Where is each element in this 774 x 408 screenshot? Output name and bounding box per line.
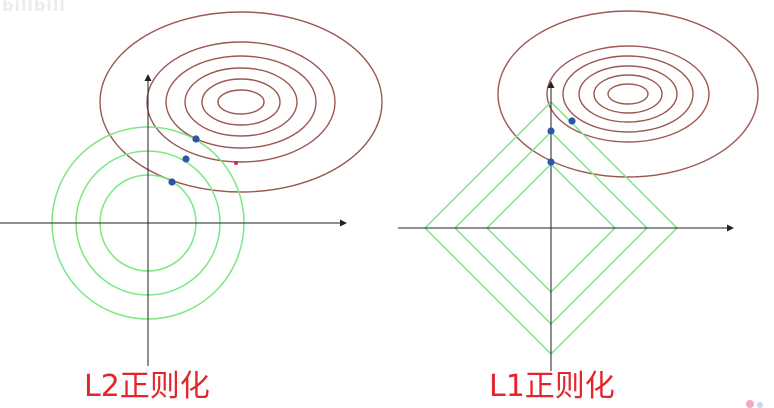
l2-tangent-point-2 — [182, 155, 190, 163]
l2-caption: L2正则化 — [84, 369, 210, 404]
l2-ellipse-4 — [184, 67, 298, 137]
l2-optimum-marker — [234, 161, 238, 165]
l1-tangent-point-3 — [547, 158, 555, 166]
corner-badge — [746, 400, 763, 408]
l1-caption: L1正则化 — [489, 369, 615, 404]
l1-tangent-point-1 — [568, 117, 576, 125]
l1-ellipse-3 — [562, 55, 694, 133]
l2-ellipse-5 — [201, 78, 281, 126]
watermark-logo: bilibili — [2, 0, 66, 15]
l2-ellipse-1 — [99, 11, 383, 193]
l1-panel — [398, 10, 759, 371]
l1-ellipse-6 — [607, 83, 649, 105]
l2-panel — [0, 11, 383, 366]
l2-ellipse-2 — [146, 41, 336, 163]
l2-ellipse-6 — [217, 89, 265, 115]
l1-ellipse-4 — [578, 65, 678, 123]
l1-ellipse-1 — [497, 10, 759, 178]
l2-tangent-point-1 — [192, 135, 200, 143]
l1-ellipse-2 — [546, 45, 710, 143]
l1-ellipse-5 — [593, 74, 663, 114]
l2-tangent-point-3 — [168, 178, 176, 186]
l1-tangent-point-2 — [547, 127, 555, 135]
l2-contour-ellipses — [99, 11, 383, 193]
l2-ellipse-3 — [165, 55, 317, 149]
l1-contour-ellipses — [497, 10, 759, 178]
